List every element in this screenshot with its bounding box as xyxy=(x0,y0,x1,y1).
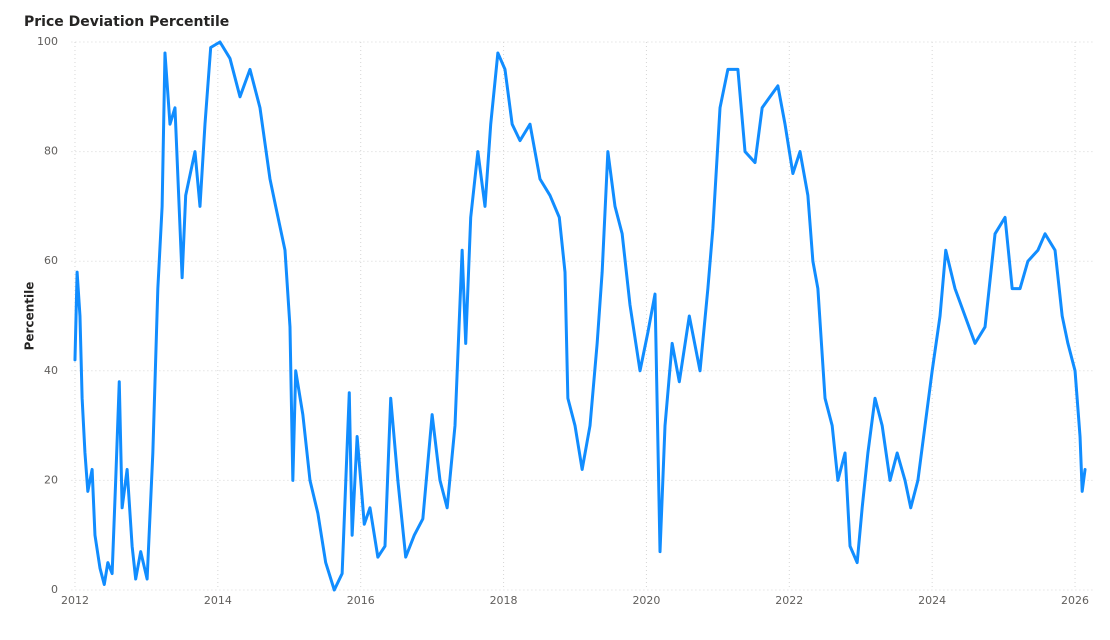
chart-title: Price Deviation Percentile xyxy=(24,14,229,30)
data-line xyxy=(73,40,1087,592)
y-tick-label: 60 xyxy=(44,254,58,267)
y-tick-label: 80 xyxy=(44,145,58,158)
y-tick-label: 100 xyxy=(37,35,58,48)
x-tick-label: 2020 xyxy=(632,594,660,607)
y-tick-label: 40 xyxy=(44,364,58,377)
y-tick-label: 20 xyxy=(44,473,58,486)
x-tick-label: 2026 xyxy=(1061,594,1089,607)
x-tick-label: 2016 xyxy=(347,594,375,607)
x-tick-label: 2022 xyxy=(775,594,803,607)
x-tick-label: 2012 xyxy=(61,594,89,607)
y-tick-label: 0 xyxy=(51,583,58,596)
y-axis-label: Percentile xyxy=(23,282,37,351)
x-tick-label: 2018 xyxy=(490,594,518,607)
x-tick-label: 2014 xyxy=(204,594,232,607)
x-tick-label: 2024 xyxy=(918,594,946,607)
